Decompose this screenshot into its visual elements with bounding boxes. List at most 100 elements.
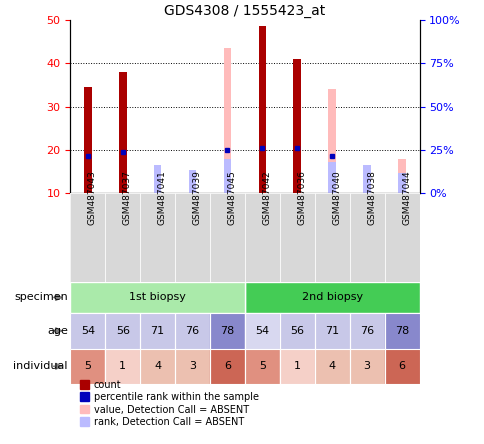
Bar	[328, 162, 335, 193]
Bar	[314, 349, 349, 384]
Bar	[363, 166, 370, 193]
Text: GSM487043: GSM487043	[88, 170, 97, 225]
Bar	[384, 313, 419, 349]
Bar	[210, 349, 244, 384]
Bar	[140, 193, 175, 282]
Text: 5: 5	[258, 361, 265, 371]
Bar	[279, 193, 314, 282]
Text: GSM487039: GSM487039	[192, 170, 201, 225]
Text: age: age	[47, 326, 68, 336]
Text: 2nd biopsy: 2nd biopsy	[301, 293, 362, 302]
Text: GSM487044: GSM487044	[401, 170, 410, 225]
Bar	[279, 349, 314, 384]
Text: percentile rank within the sample: percentile rank within the sample	[93, 392, 258, 402]
Bar	[84, 87, 91, 193]
Bar	[175, 313, 210, 349]
Bar	[328, 89, 335, 193]
Bar	[140, 349, 175, 384]
Bar	[84, 163, 91, 193]
Text: 56: 56	[116, 326, 129, 336]
Bar	[70, 313, 105, 349]
Bar	[223, 159, 231, 193]
Bar	[70, 349, 105, 384]
Bar	[70, 282, 244, 313]
Bar	[349, 313, 384, 349]
Bar	[188, 170, 196, 193]
Text: individual: individual	[14, 361, 68, 371]
Bar	[384, 193, 419, 282]
Bar	[314, 313, 349, 349]
Bar	[119, 72, 126, 193]
Text: 1: 1	[293, 361, 300, 371]
Bar	[175, 313, 210, 349]
Bar	[384, 349, 419, 384]
Bar	[140, 313, 175, 349]
Bar	[105, 349, 140, 384]
Bar	[349, 349, 384, 384]
Bar	[175, 349, 210, 384]
Text: 78: 78	[220, 326, 234, 336]
Bar	[70, 193, 419, 282]
Text: GSM487038: GSM487038	[366, 170, 376, 225]
Bar	[244, 313, 279, 349]
Text: GSM487040: GSM487040	[332, 170, 341, 225]
Text: 6: 6	[224, 361, 230, 371]
Text: GSM487036: GSM487036	[297, 170, 306, 225]
Bar	[349, 193, 384, 282]
Text: 3: 3	[363, 361, 370, 371]
Text: value, Detection Call = ABSENT: value, Detection Call = ABSENT	[93, 405, 248, 415]
Text: specimen: specimen	[14, 293, 68, 302]
Bar	[244, 313, 279, 349]
Bar	[70, 193, 105, 282]
Bar	[244, 282, 419, 313]
Bar	[293, 59, 301, 193]
Text: 54: 54	[255, 326, 269, 336]
Text: GSM487045: GSM487045	[227, 170, 236, 225]
Bar	[279, 313, 314, 349]
Bar	[105, 193, 140, 282]
Text: 5: 5	[84, 361, 91, 371]
Text: 76: 76	[185, 326, 199, 336]
Bar	[210, 349, 244, 384]
Text: count: count	[93, 380, 121, 390]
Title: GDS4308 / 1555423_at: GDS4308 / 1555423_at	[164, 4, 325, 18]
Text: GSM487042: GSM487042	[262, 170, 271, 225]
Bar	[105, 313, 140, 349]
Bar	[397, 159, 405, 193]
Bar	[210, 193, 244, 282]
Bar	[349, 313, 384, 349]
Bar	[175, 193, 210, 282]
Bar	[314, 313, 349, 349]
Bar	[223, 48, 231, 193]
Text: 71: 71	[150, 326, 165, 336]
Bar	[384, 313, 419, 349]
Bar	[397, 173, 405, 193]
Text: 1st biopsy: 1st biopsy	[129, 293, 186, 302]
Bar	[244, 349, 279, 384]
Bar	[314, 193, 349, 282]
Text: GSM487037: GSM487037	[122, 170, 132, 225]
Text: 6: 6	[398, 361, 405, 371]
Text: rank, Detection Call = ABSENT: rank, Detection Call = ABSENT	[93, 417, 243, 427]
Text: 76: 76	[359, 326, 374, 336]
Bar	[175, 349, 210, 384]
Bar	[70, 349, 105, 384]
Bar	[70, 282, 244, 313]
Bar	[258, 27, 266, 193]
Bar	[153, 166, 161, 193]
Bar	[279, 349, 314, 384]
Text: GSM487041: GSM487041	[157, 170, 166, 225]
Bar	[140, 313, 175, 349]
Text: 1: 1	[119, 361, 126, 371]
Bar	[210, 313, 244, 349]
Text: 78: 78	[394, 326, 408, 336]
Text: 3: 3	[189, 361, 196, 371]
Bar	[384, 349, 419, 384]
Bar	[210, 313, 244, 349]
Text: 56: 56	[290, 326, 303, 336]
Bar	[244, 282, 419, 313]
Text: 54: 54	[80, 326, 95, 336]
Bar	[314, 349, 349, 384]
Text: 4: 4	[328, 361, 335, 371]
Bar	[244, 349, 279, 384]
